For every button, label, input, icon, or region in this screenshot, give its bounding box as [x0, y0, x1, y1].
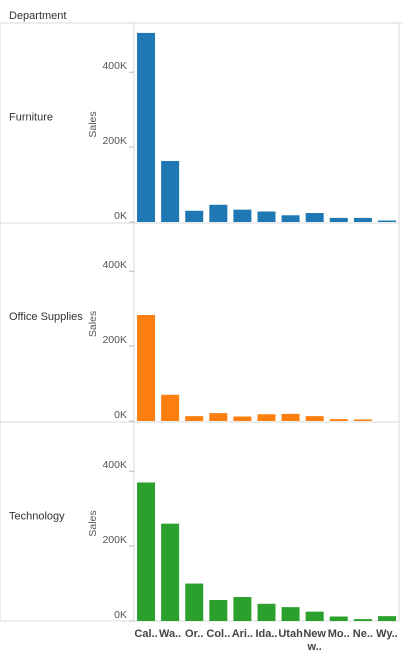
bar-office-supplies-7[interactable]: [305, 416, 324, 421]
department-label-furniture: Furniture: [9, 112, 53, 124]
bar-technology-0[interactable]: [137, 482, 156, 621]
bar-furniture-4[interactable]: [233, 209, 252, 222]
bar-office-supplies-6[interactable]: [281, 413, 300, 421]
bar-furniture-3[interactable]: [209, 204, 228, 222]
x-tick-label: Ne..: [353, 628, 373, 640]
bar-technology-8[interactable]: [329, 616, 348, 621]
bar-furniture-5[interactable]: [257, 211, 276, 222]
bar-furniture-8[interactable]: [329, 217, 348, 222]
x-tick-label: Wy..: [376, 628, 398, 640]
y-axis-title: Sales: [87, 111, 99, 137]
bar-furniture-0[interactable]: [137, 32, 156, 222]
x-tick-label: Wa..: [159, 628, 181, 640]
x-tick-label: Ida..: [255, 628, 277, 640]
bar-technology-3[interactable]: [209, 600, 228, 621]
bar-office-supplies-5[interactable]: [257, 414, 276, 421]
x-tick-label: Ari..: [232, 628, 253, 640]
y-tick-label: 0K: [114, 409, 127, 421]
bar-office-supplies-0[interactable]: [137, 315, 156, 421]
department-label-office-supplies: Office Supplies: [9, 311, 83, 323]
bar-technology-10[interactable]: [377, 616, 396, 621]
y-tick-label: 400K: [102, 259, 127, 271]
bar-furniture-9[interactable]: [353, 217, 372, 222]
bar-furniture-7[interactable]: [305, 213, 324, 222]
y-tick-label: 400K: [102, 60, 127, 72]
bar-office-supplies-9[interactable]: [353, 419, 372, 421]
bar-technology-4[interactable]: [233, 597, 252, 621]
y-axis-title: Sales: [87, 510, 99, 536]
x-tick-label: Col..: [206, 628, 230, 640]
bar-technology-9[interactable]: [353, 619, 372, 621]
bar-office-supplies-1[interactable]: [161, 394, 180, 421]
column-header-label: Department: [9, 10, 67, 22]
y-tick-label: 200K: [102, 334, 127, 346]
bar-office-supplies-4[interactable]: [233, 416, 252, 421]
y-tick-label: 0K: [114, 609, 127, 621]
y-axis-title: Sales: [87, 311, 99, 337]
y-tick-label: 200K: [102, 534, 127, 546]
bar-technology-5[interactable]: [257, 603, 276, 621]
bar-office-supplies-8[interactable]: [329, 419, 348, 421]
bar-technology-1[interactable]: [161, 523, 180, 621]
x-tick-label: Utah: [278, 628, 303, 640]
bar-furniture-2[interactable]: [185, 210, 204, 222]
y-tick-label: 200K: [102, 135, 127, 147]
x-tick-label: Mo..: [328, 628, 350, 640]
bar-furniture-10[interactable]: [377, 220, 396, 222]
bar-technology-6[interactable]: [281, 607, 300, 621]
bar-technology-7[interactable]: [305, 611, 324, 621]
y-tick-label: 400K: [102, 459, 127, 471]
y-tick-label: 0K: [114, 210, 127, 222]
bar-furniture-1[interactable]: [161, 160, 180, 222]
bar-technology-2[interactable]: [185, 583, 204, 621]
bar-office-supplies-3[interactable]: [209, 413, 228, 421]
x-tick-label: Or..: [185, 628, 203, 640]
bar-office-supplies-2[interactable]: [185, 416, 204, 421]
x-tick-label: Cal..: [134, 628, 157, 640]
bar-furniture-6[interactable]: [281, 215, 300, 222]
department-label-technology: Technology: [9, 511, 65, 523]
x-tick-label: New w..: [303, 628, 326, 653]
